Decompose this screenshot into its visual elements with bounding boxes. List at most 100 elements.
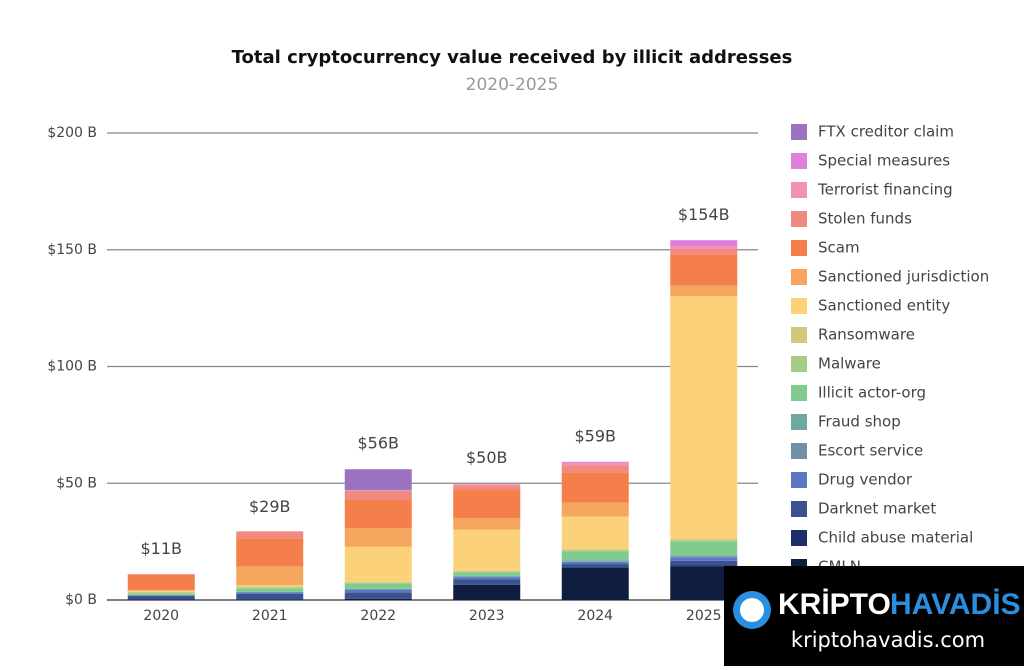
bar-segment bbox=[562, 551, 629, 560]
x-tick-label: 2023 bbox=[469, 608, 505, 624]
x-tick-label: 2025 bbox=[686, 608, 722, 624]
legend-swatch bbox=[791, 182, 807, 198]
bar-segment bbox=[128, 592, 195, 593]
watermark-brand: KRİPTO bbox=[778, 588, 891, 621]
legend-swatch bbox=[791, 269, 807, 285]
legend-label: Ransomware bbox=[818, 326, 915, 344]
bar-segment bbox=[236, 593, 303, 594]
legend-swatch bbox=[791, 385, 807, 401]
bar-segment bbox=[236, 592, 303, 593]
watermark-logo-inner bbox=[740, 598, 764, 622]
bar-segment bbox=[453, 585, 520, 600]
watermark-brand: HAVADİS bbox=[890, 588, 1021, 621]
bar-segment bbox=[128, 591, 195, 592]
bar-segment bbox=[453, 579, 520, 584]
bar-segment bbox=[236, 586, 303, 587]
x-tick-label: 2024 bbox=[577, 608, 613, 624]
legend-swatch bbox=[791, 298, 807, 314]
bar-segment bbox=[562, 550, 629, 551]
legend-swatch bbox=[791, 530, 807, 546]
bar-segment bbox=[128, 575, 195, 590]
total-label: $154B bbox=[678, 205, 730, 224]
bar-segment bbox=[670, 555, 737, 556]
legend-label: Fraud shop bbox=[818, 413, 901, 431]
bar-segment bbox=[453, 577, 520, 579]
legend-swatch bbox=[791, 443, 807, 459]
bar-segment bbox=[670, 248, 737, 254]
bar-segment bbox=[236, 588, 303, 589]
bar-segment bbox=[670, 541, 737, 555]
bar-segment bbox=[345, 592, 412, 598]
bar-segment bbox=[345, 469, 412, 490]
legend-label: Illicit actor-org bbox=[818, 384, 926, 402]
x-tick-label: 2022 bbox=[360, 608, 396, 624]
bar-segment bbox=[345, 598, 412, 599]
bar-segment bbox=[345, 491, 412, 500]
legend-label: Terrorist financing bbox=[817, 181, 953, 199]
total-label: $56B bbox=[357, 434, 399, 453]
bar-segment bbox=[453, 572, 520, 573]
legend-label: Darknet market bbox=[818, 500, 936, 518]
legend-label: Escort service bbox=[818, 442, 923, 460]
legend-swatch bbox=[791, 153, 807, 169]
total-label: $29B bbox=[249, 497, 291, 516]
bar-segment bbox=[562, 462, 629, 463]
bar-segment bbox=[562, 503, 629, 517]
y-tick-label: $0 B bbox=[65, 592, 97, 608]
chart-subtitle: 2020-2025 bbox=[466, 75, 559, 95]
legend-label: Malware bbox=[818, 355, 881, 373]
x-tick-label: 2021 bbox=[252, 608, 288, 624]
bar-segment bbox=[236, 566, 303, 585]
total-label: $11B bbox=[140, 539, 182, 558]
bar-segment bbox=[128, 596, 195, 600]
bar-segment bbox=[236, 594, 303, 600]
bar-segment bbox=[670, 254, 737, 286]
bar-segment bbox=[562, 561, 629, 562]
bar-segment bbox=[562, 517, 629, 550]
total-label: $50B bbox=[466, 448, 508, 467]
bar-segment bbox=[453, 484, 520, 485]
legend-label: Stolen funds bbox=[818, 210, 912, 228]
bar-segment bbox=[128, 594, 195, 595]
bar-segment bbox=[670, 557, 737, 558]
legend-swatch bbox=[791, 356, 807, 372]
bar-segment bbox=[236, 531, 303, 538]
bar-segment bbox=[562, 472, 629, 502]
bar-segment bbox=[562, 465, 629, 472]
bar-segment bbox=[345, 500, 412, 528]
bar-segment bbox=[670, 539, 737, 540]
bar-segment bbox=[562, 564, 629, 568]
bar-segment bbox=[128, 593, 195, 594]
watermark: KRİPTO HAVADİS kriptohavadis.com bbox=[724, 566, 1024, 666]
bar-segment bbox=[345, 599, 412, 600]
bar-segment bbox=[236, 588, 303, 592]
bar-segment bbox=[345, 590, 412, 592]
legend-label: Drug vendor bbox=[818, 471, 913, 489]
bar-segment bbox=[670, 246, 737, 248]
legend-label: Child abuse material bbox=[818, 529, 973, 547]
bar-segment bbox=[453, 584, 520, 585]
bar-segment bbox=[453, 576, 520, 577]
bar-segment bbox=[670, 240, 737, 246]
bar-segment bbox=[562, 568, 629, 600]
bar-segment bbox=[670, 296, 737, 539]
bar-segment bbox=[345, 528, 412, 547]
bar-segment bbox=[345, 583, 412, 584]
bar-segment bbox=[128, 595, 195, 596]
legend-swatch bbox=[791, 472, 807, 488]
legend-label: FTX creditor claim bbox=[818, 123, 954, 141]
bar-segment bbox=[453, 530, 520, 571]
bar-segment bbox=[670, 286, 737, 297]
legend-swatch bbox=[791, 501, 807, 517]
bar-segment bbox=[453, 572, 520, 576]
y-tick-label: $200 B bbox=[47, 125, 97, 141]
bar-segment bbox=[562, 562, 629, 564]
bar-segment bbox=[453, 485, 520, 490]
bar-segment bbox=[236, 585, 303, 586]
y-tick-label: $100 B bbox=[47, 359, 97, 375]
bar-segment bbox=[345, 584, 412, 589]
legend-swatch bbox=[791, 211, 807, 227]
bar-segment bbox=[562, 549, 629, 550]
watermark-url: kriptohavadis.com bbox=[791, 628, 985, 652]
